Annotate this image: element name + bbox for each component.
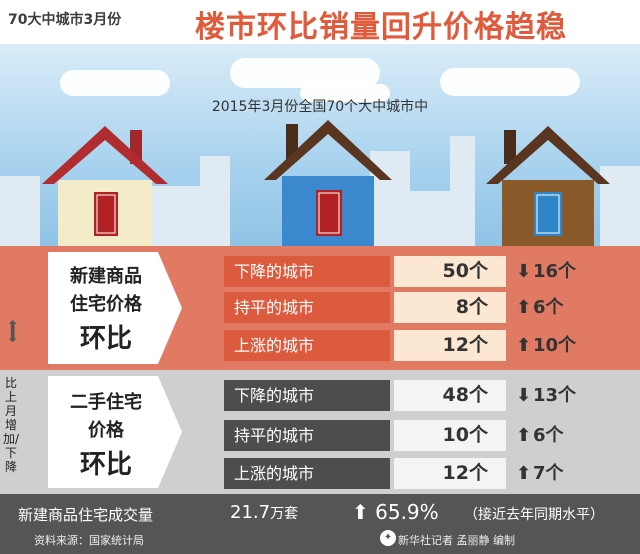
new-homes-row-value: 12个: [394, 330, 506, 361]
footer-source: 资料来源：国家统计局: [34, 534, 144, 547]
building: [600, 166, 640, 246]
second-hand-row-value: 12个: [394, 458, 506, 489]
amount-unit: 万套: [270, 506, 299, 522]
change-value: 13个: [533, 385, 577, 406]
footer-credit: 新华社记者 孟丽静 编制: [398, 534, 515, 547]
arrow-up-icon: ⬆: [516, 463, 532, 484]
new-homes-row-change: ⬆ 10个: [516, 330, 626, 361]
new-homes-row-label: 持平的城市: [224, 292, 390, 323]
house-blue-icon: [264, 120, 392, 246]
footer-note: （接近去年同期水平）: [464, 507, 604, 523]
second-hand-row-value: 10个: [394, 420, 506, 451]
new-homes-title-line3: 环比: [79, 324, 132, 354]
cloud: [60, 70, 170, 96]
second-hand-row-change: ⬆ 7个: [516, 458, 626, 489]
second-hand-section: 二手住宅 价格 环比 下降的城市 48个 ⬇ 13个 持平的城市 10个 ⬆ 6个 …: [0, 370, 640, 494]
second-hand-row-label: 持平的城市: [224, 420, 390, 451]
arrow-up-icon: ⬆: [352, 500, 369, 524]
second-hand-title-line1: 二手住宅: [70, 392, 142, 413]
new-homes-title-line1: 新建商品: [70, 266, 142, 287]
headline: 楼市环比销量回升价格趋稳: [195, 10, 567, 45]
house-red-roof-icon: [42, 126, 168, 246]
amount-value: 21.7: [230, 502, 271, 523]
building: [0, 176, 40, 246]
arrow-down-icon: ⬇: [516, 261, 532, 282]
second-hand-label-box: [48, 376, 158, 488]
second-hand-row-label: 上涨的城市: [224, 458, 390, 489]
second-hand-title-line3: 环比: [79, 450, 132, 480]
footer-label: 新建商品住宅成交量: [18, 506, 154, 524]
cloud: [440, 68, 580, 96]
arrow-down-icon: ⬇: [516, 385, 532, 406]
new-homes-label-box: [48, 252, 158, 364]
second-hand-row-change: ⬇ 13个: [516, 380, 626, 411]
new-homes-row-value: 8个: [394, 292, 506, 323]
change-value: 6个: [533, 425, 564, 446]
change-value: 6个: [533, 297, 564, 318]
up-down-arrows-icon: ⬆ ⬇: [6, 317, 20, 346]
footer-percent: ⬆ 65.9%: [352, 500, 439, 524]
change-value: 16个: [533, 261, 577, 282]
header-tag: 70大中城市3月份: [8, 12, 122, 28]
change-value: 10个: [533, 335, 577, 356]
new-homes-row-value: 50个: [394, 256, 506, 287]
second-hand-row-label: 下降的城市: [224, 380, 390, 411]
header: 70大中城市3月份 楼市环比销量回升价格趋稳: [0, 0, 640, 45]
sky-illustration: [0, 44, 640, 246]
cloud: [300, 84, 390, 102]
label-arrow-shape: [158, 252, 182, 364]
footer: 新建商品住宅成交量 21.7万套 ⬆ 65.9% （接近去年同期水平） 资料来源…: [0, 494, 640, 554]
xinhua-logo-icon: ✦: [380, 530, 396, 546]
subtitle: 2015年3月份全国70个大中城市中: [211, 99, 429, 115]
footer-amount: 21.7万套: [230, 502, 298, 523]
percent-value: 65.9%: [375, 500, 439, 524]
new-homes-row-label: 下降的城市: [224, 256, 390, 287]
label-arrow-shape: [158, 376, 182, 488]
change-value: 7个: [533, 463, 564, 484]
second-hand-row-value: 48个: [394, 380, 506, 411]
arrow-up-icon: ⬆: [516, 335, 532, 356]
new-homes-row-change: ⬆ 6个: [516, 292, 626, 323]
second-hand-row-change: ⬆ 6个: [516, 420, 626, 451]
building: [200, 156, 230, 246]
building: [450, 136, 475, 246]
arrow-up-icon: ⬆: [516, 425, 532, 446]
new-homes-section: 新建商品 住宅价格 环比 下降的城市 50个 ⬇ 16个 持平的城市 8个 ⬆ 6个…: [0, 246, 640, 370]
cloud: [230, 58, 380, 88]
new-homes-title-line2: 住宅价格: [70, 294, 142, 315]
new-homes-row-label: 上涨的城市: [224, 330, 390, 361]
house-brown-icon: [486, 126, 610, 246]
second-hand-title-line2: 价格: [88, 420, 124, 441]
arrow-up-icon: ⬆: [516, 297, 532, 318]
side-note: 比上月增加/下降: [2, 376, 20, 474]
new-homes-row-change: ⬇ 16个: [516, 256, 626, 287]
